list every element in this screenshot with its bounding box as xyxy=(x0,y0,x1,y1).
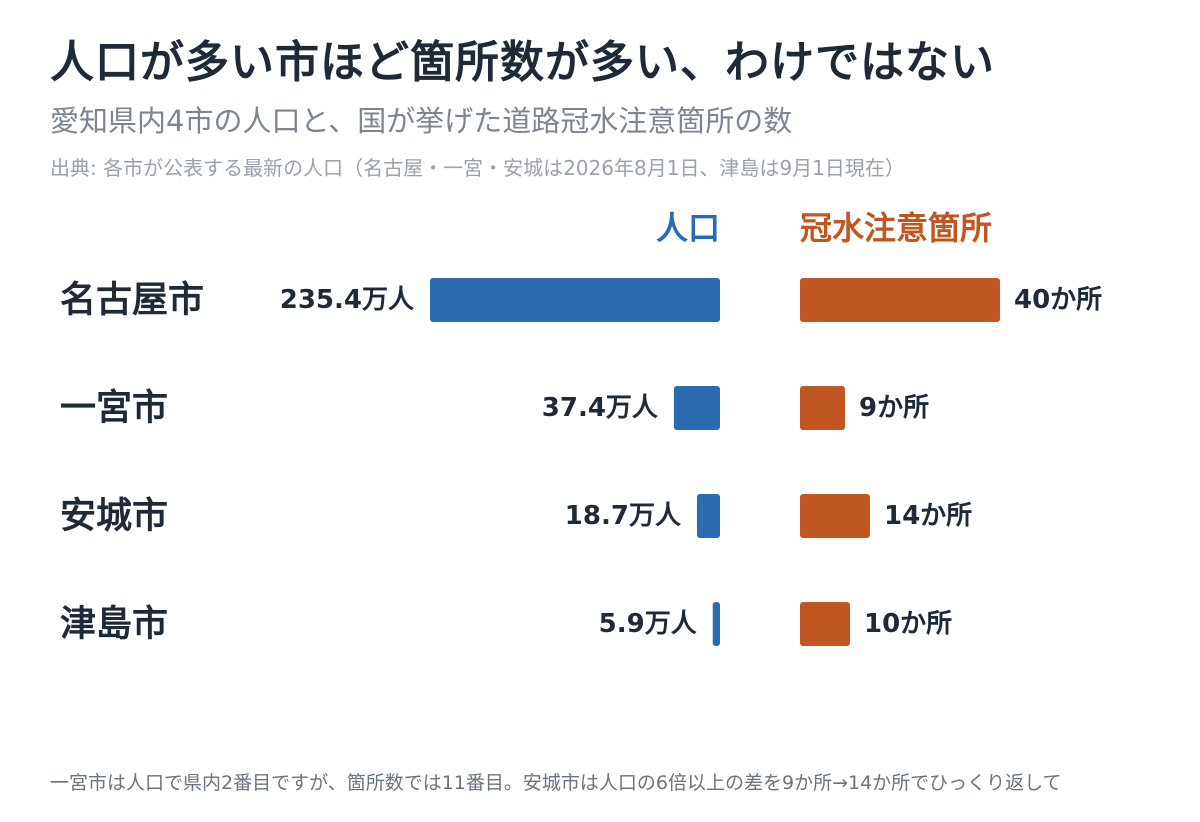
chart-subtitle: 愛知県内4市の人口と、国が挙げた道路冠水注意箇所の数 xyxy=(50,104,793,138)
population-value-label: 37.4万人 xyxy=(542,393,658,423)
population-value-label: 235.4万人 xyxy=(280,285,414,315)
spots-bar xyxy=(800,602,850,646)
population-bar xyxy=(696,494,720,538)
spots-bar xyxy=(800,494,870,538)
population-bar xyxy=(430,278,720,322)
source-note: 出典: 各市が公表する最新の人口（名古屋・一宮・安城は2026年8月1日、津島は… xyxy=(50,156,905,180)
city-label: 一宮市 xyxy=(60,388,168,429)
city-label: 津島市 xyxy=(60,604,168,645)
chart-title: 人口が多い市ほど箇所数が多い、わけではない xyxy=(50,37,995,88)
population-bar xyxy=(673,386,720,430)
city-label: 安城市 xyxy=(60,496,168,537)
spots-bar xyxy=(800,278,1000,322)
spots-header: 冠水注意箇所 xyxy=(800,209,992,247)
spots-value-label: 10か所 xyxy=(864,609,952,639)
city-label: 名古屋市 xyxy=(60,280,204,321)
population-header: 人口 xyxy=(656,209,720,247)
spots-value-label: 40か所 xyxy=(1014,285,1102,315)
spots-value-label: 14か所 xyxy=(884,501,972,531)
population-value-label: 18.7万人 xyxy=(565,501,681,531)
population-bar xyxy=(712,602,720,646)
population-value-label: 5.9万人 xyxy=(599,609,697,639)
spots-bar xyxy=(800,386,845,430)
spots-value-label: 9か所 xyxy=(859,393,929,423)
footnote: 一宮市は人口で県内2番目ですが、箇所数では11番目。安城市は人口の6倍以上の差を… xyxy=(50,772,1062,794)
